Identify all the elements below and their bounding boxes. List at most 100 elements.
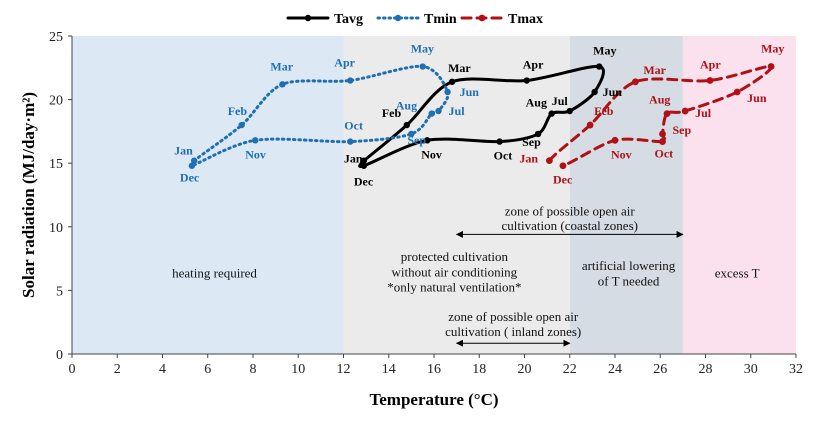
point-tmax-feb [586, 121, 594, 129]
legend-marker-tavg [304, 14, 312, 22]
zone-excess-label: excess T [715, 266, 760, 281]
zone-artificial-label-2: of T needed [598, 273, 660, 288]
point-label-tmin-feb: Feb [228, 104, 248, 118]
point-tmin-jun [444, 88, 451, 96]
legend-marker-tmin [394, 14, 402, 22]
coastal-zone-label-1: zone of possible open air [505, 203, 636, 218]
y-tick-label: 10 [49, 221, 63, 236]
point-label-tavg-may: May [593, 44, 616, 58]
x-tick-label: 18 [472, 362, 486, 377]
x-tick-label: 0 [69, 362, 76, 377]
zone-3 [682, 36, 796, 354]
point-tmax-aug [663, 110, 671, 117]
point-label-tmin-sep: Sep [407, 133, 426, 147]
zone-heating-label: heating required [172, 266, 257, 281]
point-label-tmin-apr: Apr [334, 56, 355, 70]
x-tick-label: 2 [114, 362, 121, 377]
point-labels-layer: Jan Feb Mar Apr May Jun Jul Aug Sep Oct Nov Dec Jan F… [174, 42, 784, 189]
point-tavg-aug [548, 110, 555, 117]
point-tmin-jul [435, 107, 442, 115]
point-label-tmin-jun: Jun [460, 85, 480, 99]
x-axis-title: Temperature (°C) [369, 390, 498, 409]
x-tick-label: 14 [382, 362, 396, 377]
y-tick-label: 0 [56, 348, 63, 363]
point-label-tmax-jul: Jul [695, 106, 712, 120]
zone-2 [569, 36, 683, 354]
x-tick-label: 10 [291, 362, 305, 377]
zones-layer: heating required protected cultivationwit… [72, 36, 796, 354]
point-tmin-jan [190, 157, 198, 164]
legend-label-tmin: Tmin [424, 12, 457, 27]
x-tick-label: 24 [608, 362, 622, 377]
point-tavg-jan [360, 157, 368, 164]
point-label-tmax-aug: Aug [649, 93, 670, 107]
x-tick-label: 22 [563, 362, 577, 377]
point-tavg-feb [403, 121, 411, 129]
zone-1 [343, 36, 570, 354]
point-tmin-nov [252, 137, 259, 144]
x-tick-label: 6 [204, 362, 211, 377]
axes-layer: 0 2 4 6 8 10 12 14 16 18 20 22 24 26 28 30 320510152025T… [19, 30, 803, 409]
point-tmax-dec [559, 162, 567, 170]
point-label-tavg-jan: Jan [344, 152, 363, 166]
point-label-tavg-oct: Oct [494, 149, 513, 163]
point-tmin-may [419, 63, 426, 70]
point-label-tmax-jun: Jun [747, 91, 767, 105]
point-label-tavg-apr: Apr [523, 58, 544, 72]
coastal-zone-label-2: cultivation (coastal zones) [502, 218, 638, 233]
point-tavg-mar [448, 78, 456, 85]
zone-protected-label-2: without air conditioning [392, 264, 518, 279]
x-tick-label: 30 [744, 362, 758, 377]
series-layer [188, 63, 775, 170]
point-tmax-oct [659, 138, 666, 145]
point-label-tavg-jul: Jul [552, 94, 569, 108]
point-tmin-dec [188, 162, 196, 169]
point-label-tavg-feb: Feb [382, 106, 402, 120]
x-tick-label: 16 [427, 362, 441, 377]
y-axis-title: Solar radiation (MJ/day·m²) [19, 92, 38, 298]
point-label-tavg-mar: Mar [448, 61, 471, 75]
x-tick-label: 20 [518, 362, 532, 377]
legend-marker-tmax [478, 14, 486, 22]
point-tmin-oct [347, 138, 354, 145]
x-tick-label: 12 [337, 362, 351, 377]
point-label-tmin-mar: Mar [270, 59, 293, 73]
point-label-tmax-feb: Feb [594, 104, 614, 118]
point-tmax-sep [659, 130, 666, 138]
legend: Tavg Tmin Tmax [286, 12, 543, 27]
point-label-tmax-oct: Oct [655, 147, 674, 161]
point-tavg-nov [424, 137, 431, 144]
point-tavg-jul [566, 107, 573, 115]
legend-label-tavg: Tavg [334, 12, 363, 27]
point-tmax-nov [611, 136, 619, 144]
point-label-tmax-dec: Dec [553, 173, 573, 187]
point-tmax-may [767, 63, 775, 70]
inland-zone-label-2: cultivation ( inland zones) [445, 324, 581, 339]
x-tick-label: 4 [159, 362, 166, 377]
point-label-tmax-jan: Jan [519, 152, 538, 166]
zone-artificial-label-1: artificial lowering [582, 258, 676, 273]
zone-protected-label-3: *only natural ventilation* [387, 280, 521, 295]
point-label-tmax-mar: Mar [643, 63, 666, 77]
point-label-tmin-dec: Dec [180, 171, 200, 185]
point-tmin-aug [428, 110, 435, 117]
point-tmin-feb [238, 121, 245, 129]
y-tick-label: 25 [49, 30, 63, 45]
zone-protected-label-1: protected cultivation [401, 249, 509, 264]
point-tmax-apr [706, 77, 714, 84]
point-tmin-apr [347, 77, 354, 84]
point-tavg-apr [523, 77, 530, 84]
point-label-tmin-aug: Aug [396, 99, 417, 113]
point-tmax-jun [733, 88, 741, 96]
point-label-tmin-oct: Oct [344, 119, 363, 133]
y-tick-label: 20 [49, 94, 63, 109]
x-tick-label: 28 [699, 362, 713, 377]
point-label-tavg-sep: Sep [522, 135, 541, 149]
point-tavg-sep [534, 130, 542, 138]
point-label-tmin-may: May [411, 42, 434, 56]
point-label-tmin-jan: Jan [174, 144, 193, 158]
point-tavg-jun [591, 88, 598, 96]
point-label-tavg-dec: Dec [354, 175, 374, 189]
